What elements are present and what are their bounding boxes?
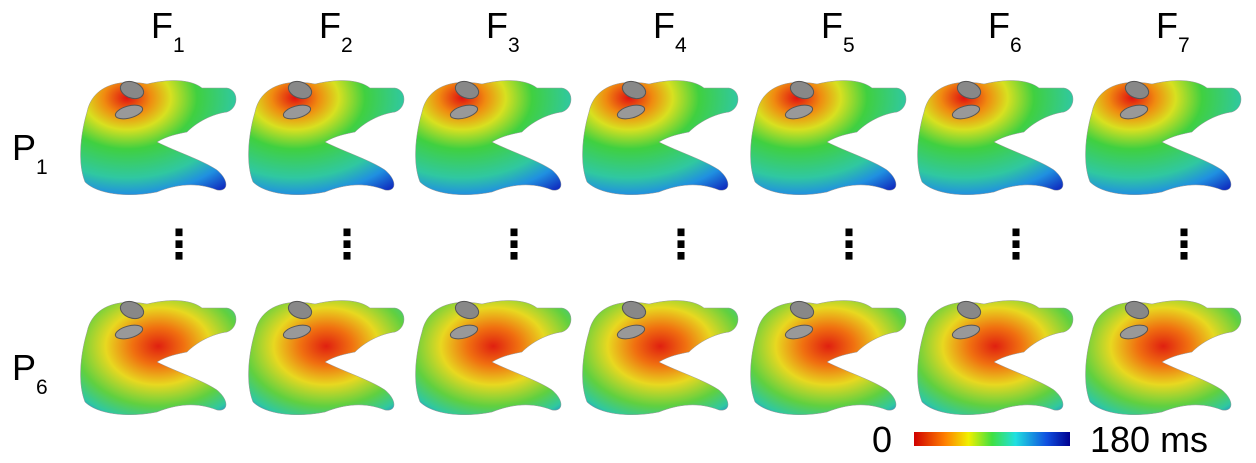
figure: 0 180 ms F1⋮F2⋮F3⋮F4⋮F5⋮F6⋮F7⋮P1P6 — [0, 0, 1256, 463]
activation-map — [918, 78, 1073, 194]
heart-surface — [583, 301, 738, 415]
heart-surface — [751, 81, 906, 195]
column-index: 6 — [1010, 34, 1022, 57]
heart-surface — [249, 301, 404, 415]
activation-map — [416, 298, 571, 414]
heart-surface — [1086, 81, 1241, 195]
colorbar — [914, 432, 1070, 446]
activation-map — [81, 78, 236, 194]
row-letter: P — [12, 347, 36, 388]
activation-map — [751, 78, 906, 194]
column-letter: F — [319, 5, 341, 46]
row-index: 6 — [36, 376, 48, 399]
column-index: 2 — [341, 34, 353, 57]
heart-surface — [249, 81, 404, 195]
colorbar-min: 0 — [872, 419, 892, 460]
colorbar-max: 180 ms — [1090, 419, 1208, 460]
heart-surface — [751, 301, 906, 415]
column-letter: F — [151, 5, 173, 46]
heart-surface — [81, 301, 236, 415]
row-letter: P — [12, 127, 36, 168]
column-index: 7 — [1178, 34, 1190, 57]
heart-surface — [918, 81, 1073, 195]
heart-surface — [416, 81, 571, 195]
activation-map — [81, 298, 236, 414]
column-letter: F — [1156, 5, 1178, 46]
activation-map — [1086, 298, 1241, 414]
column-index: 4 — [675, 34, 687, 57]
activation-map — [583, 298, 738, 414]
heart-surface — [583, 81, 738, 195]
heart-surface — [918, 301, 1073, 415]
column-index: 5 — [843, 34, 855, 57]
column-index: 3 — [508, 34, 520, 57]
ellipsis: ⋮ — [661, 223, 701, 267]
ellipsis: ⋮ — [829, 223, 869, 267]
column-index: 1 — [173, 34, 185, 57]
activation-map — [249, 78, 404, 194]
activation-map — [751, 298, 906, 414]
ellipsis: ⋮ — [327, 223, 367, 267]
column-letter: F — [486, 5, 508, 46]
column-letter: F — [653, 5, 675, 46]
heart-surface — [81, 81, 236, 195]
activation-map — [416, 78, 571, 194]
ellipsis: ⋮ — [494, 223, 534, 267]
ellipsis: ⋮ — [159, 223, 199, 267]
activation-map — [1086, 78, 1241, 194]
activation-map — [918, 298, 1073, 414]
column-letter: F — [821, 5, 843, 46]
ellipsis: ⋮ — [1164, 223, 1204, 267]
row-index: 1 — [36, 156, 48, 179]
heart-surface — [1086, 301, 1241, 415]
activation-map — [583, 78, 738, 194]
ellipsis: ⋮ — [996, 223, 1036, 267]
activation-map — [249, 298, 404, 414]
heart-surface — [416, 301, 571, 415]
column-letter: F — [988, 5, 1010, 46]
